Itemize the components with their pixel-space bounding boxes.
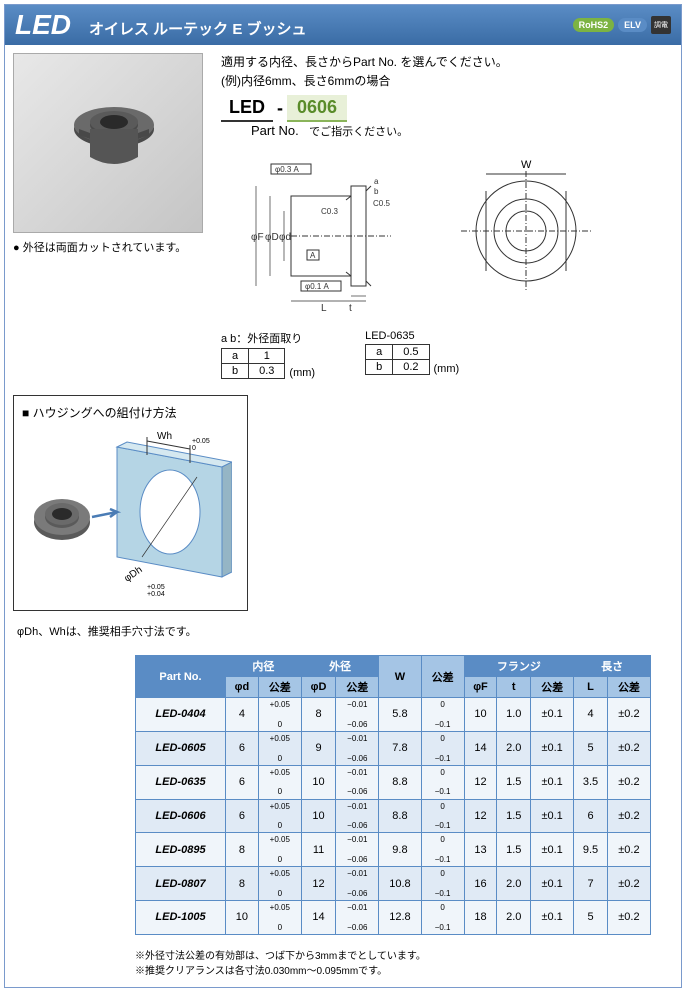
bush-illustration (69, 99, 159, 189)
ab-table-0635: LED-0635 a0.5b0.2 (mm) (365, 330, 459, 379)
th-W: W (379, 656, 421, 698)
tech-diagrams: φF φD φd t L C0.3 C0.5 a b φ0.3 A A (221, 156, 673, 316)
ab-common-unit: (mm) (289, 367, 315, 379)
product-name: オイレス ルーテック E ブッシュ (89, 18, 307, 39)
elv-badge: ELV (618, 18, 647, 32)
th-partno: Part No. (136, 656, 226, 698)
geom-tol-1: φ0.3 A (275, 165, 300, 174)
th-L: L (574, 677, 608, 698)
table-row: LED-06066+0.05010−0.01−0.068.80−0.1121.5… (136, 799, 651, 833)
label-a: a (374, 177, 379, 186)
mounting-box: ■ ハウジングへの組付け方法 Wh +0.05 0 (13, 395, 248, 611)
mounting-title: ■ ハウジングへの組付け方法 (22, 404, 239, 421)
side-view-diagram: φF φD φd t L C0.3 C0.5 a b φ0.3 A A (221, 156, 441, 316)
wh-label: Wh (157, 431, 172, 442)
label-b: b (374, 187, 379, 196)
catalog-page: LED オイレス ルーテック E ブッシュ RoHS2 ELV 調電 (4, 4, 682, 988)
partno-label-row: Part No. でご指示ください。 (221, 122, 673, 140)
svg-text:+0.04: +0.04 (147, 591, 165, 597)
svg-text:+0.05: +0.05 (147, 584, 165, 591)
intro-line1: 適用する内径、長さからPart No. を選んでください。 (221, 53, 673, 70)
svg-text:0: 0 (192, 445, 196, 452)
partno-display: LED - 0606 Part No. でご指示ください。 (221, 95, 673, 140)
spec-area: 適用する内径、長さからPart No. を選んでください。 (例)内径6mm、長… (221, 53, 673, 379)
th-phiD: φD (301, 677, 335, 698)
datum-a: A (310, 251, 316, 260)
table-row: LED-08078+0.05012−0.01−0.0610.80−0.1162.… (136, 867, 651, 901)
content-row-2: ■ ハウジングへの組付け方法 Wh +0.05 0 (5, 387, 681, 619)
mounting-note: φDh、Whは、推奨相手穴寸法です。 (5, 623, 681, 645)
ab-0635-unit: (mm) (434, 363, 460, 375)
label-c03: C0.3 (321, 207, 338, 216)
ab-common-caption: a b：外径面取り (221, 330, 315, 346)
spec-table-head: Part No. 内径 外径 W 公差 フランジ 長さ φd 公差 φD 公差 … (136, 656, 651, 698)
th-flange: フランジ (464, 656, 574, 677)
partno-hint: でご指示ください。 (309, 126, 408, 138)
mounting-diagram: Wh +0.05 0 φDh +0.05 +0.04 (22, 427, 232, 597)
main-table-area: Part No. 内径 外径 W 公差 フランジ 長さ φd 公差 φD 公差 … (5, 645, 681, 945)
intro-line2: (例)内径6mm、長さ6mmの場合 (221, 72, 673, 89)
table-note-1: ※外径寸法公差の有効部は、つば下から3mmまでとしています。 (135, 947, 651, 962)
label-phiF: φF (251, 232, 264, 243)
th-tol-W: 公差 (421, 656, 464, 698)
label-phid: φd (279, 232, 291, 243)
th-t: t (497, 677, 531, 698)
header-bar: LED オイレス ルーテック E ブッシュ RoHS2 ELV 調電 (5, 5, 681, 45)
table-note-2: ※推奨クリアランスは各寸法0.030mm〜0.095mmです。 (135, 962, 651, 977)
table-row: LED-06356+0.05010−0.01−0.068.80−0.1121.5… (136, 765, 651, 799)
header-left: LED オイレス ルーテック E ブッシュ (15, 9, 307, 41)
label-L: L (321, 303, 327, 314)
label-t: t (349, 303, 352, 314)
photo-note: ● 外径は両面カットされています。 (13, 239, 213, 255)
badges: RoHS2 ELV 調電 (573, 16, 671, 34)
partno-dash: - (277, 98, 283, 119)
th-tol-phiD: 公差 (336, 677, 379, 698)
table-row: LED-06056+0.0509−0.01−0.067.80−0.1142.0±… (136, 731, 651, 765)
rohs-badge: RoHS2 (573, 18, 615, 32)
ab-table-common: a b：外径面取り a1b0.3 (mm) (221, 330, 315, 379)
geom-tol-2: φ0.1 A (305, 282, 330, 291)
th-phiF: φF (464, 677, 497, 698)
conductive-icon: 調電 (651, 16, 671, 34)
partno-label: Part No. (251, 123, 299, 138)
partno-prefix: LED (221, 95, 273, 122)
table-notes: ※外径寸法公差の有効部は、つば下から3mmまでとしています。 ※推奨クリアランス… (5, 945, 681, 987)
ab-tables: a b：外径面取り a1b0.3 (mm) LED-0635 a0.5b0.2 … (221, 330, 673, 379)
wh-tol: +0.05 (192, 438, 210, 445)
table-row: LED-100510+0.05014−0.01−0.0612.80−0.1182… (136, 901, 651, 935)
ab-0635-caption: LED-0635 (365, 330, 459, 342)
th-outer: 外径 (301, 656, 379, 677)
label-c05: C0.5 (373, 199, 390, 208)
table-row: LED-08958+0.05011−0.01−0.069.80−0.1131.5… (136, 833, 651, 867)
product-photo (13, 53, 203, 233)
dh-label: φDh (122, 564, 144, 584)
partno-code: 0606 (287, 95, 347, 122)
content-row-1: ● 外径は両面カットされています。 適用する内径、長さからPart No. を選… (5, 45, 681, 387)
ab-0635-table: a0.5b0.2 (365, 344, 429, 375)
spec-table: Part No. 内径 外径 W 公差 フランジ 長さ φd 公差 φD 公差 … (135, 655, 651, 935)
table-row: LED-04044+0.0508−0.01−0.065.80−0.1101.0±… (136, 698, 651, 732)
product-code-title: LED (15, 9, 71, 41)
th-tol-flange: 公差 (531, 677, 574, 698)
th-inner: 内径 (226, 656, 302, 677)
front-view-diagram: W (461, 156, 591, 296)
photo-column: ● 外径は両面カットされています。 (13, 53, 213, 379)
th-phid: φd (226, 677, 259, 698)
partno-row: LED - 0606 (221, 95, 673, 122)
th-tol-L: 公差 (607, 677, 650, 698)
label-phiD: φD (265, 232, 279, 243)
label-W: W (521, 159, 532, 171)
th-length: 長さ (574, 656, 651, 677)
ab-common-table: a1b0.3 (221, 348, 285, 379)
th-tol-phid: 公差 (258, 677, 301, 698)
spec-table-body: LED-04044+0.0508−0.01−0.065.80−0.1101.0±… (136, 698, 651, 935)
